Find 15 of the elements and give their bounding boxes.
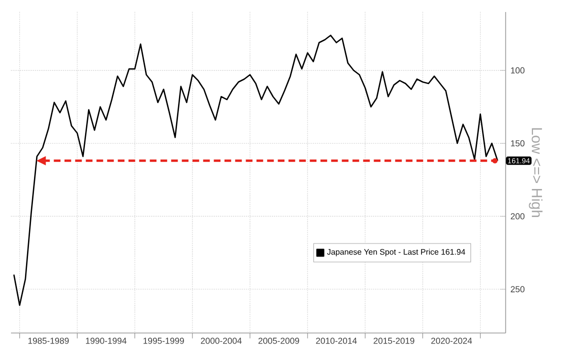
y-tick-label: 250 [510,286,524,292]
x-tick-label: 1985-1989 [28,338,69,344]
y-tick-label: 150 [511,140,524,146]
y-tick-label: 200 [510,213,524,220]
x-tick-label: 2000-2004 [200,338,242,344]
y-axis-title: Low <=> High [528,128,542,217]
x-tick-label: 2010-2014 [316,338,357,344]
legend-label: Japanese Yen Spot - Last Price 161.94 [327,248,466,256]
line-series [13,34,498,306]
x-tick-label: 2020-2024 [431,338,472,344]
x-tick-label: 2005-2009 [258,338,300,344]
x-tick-label: 1995-1999 [144,338,184,344]
x-tick-label: 2015-2019 [374,338,414,344]
x-tick-label: 1990-1994 [86,338,126,344]
y-tick-label: 100 [511,67,524,74]
